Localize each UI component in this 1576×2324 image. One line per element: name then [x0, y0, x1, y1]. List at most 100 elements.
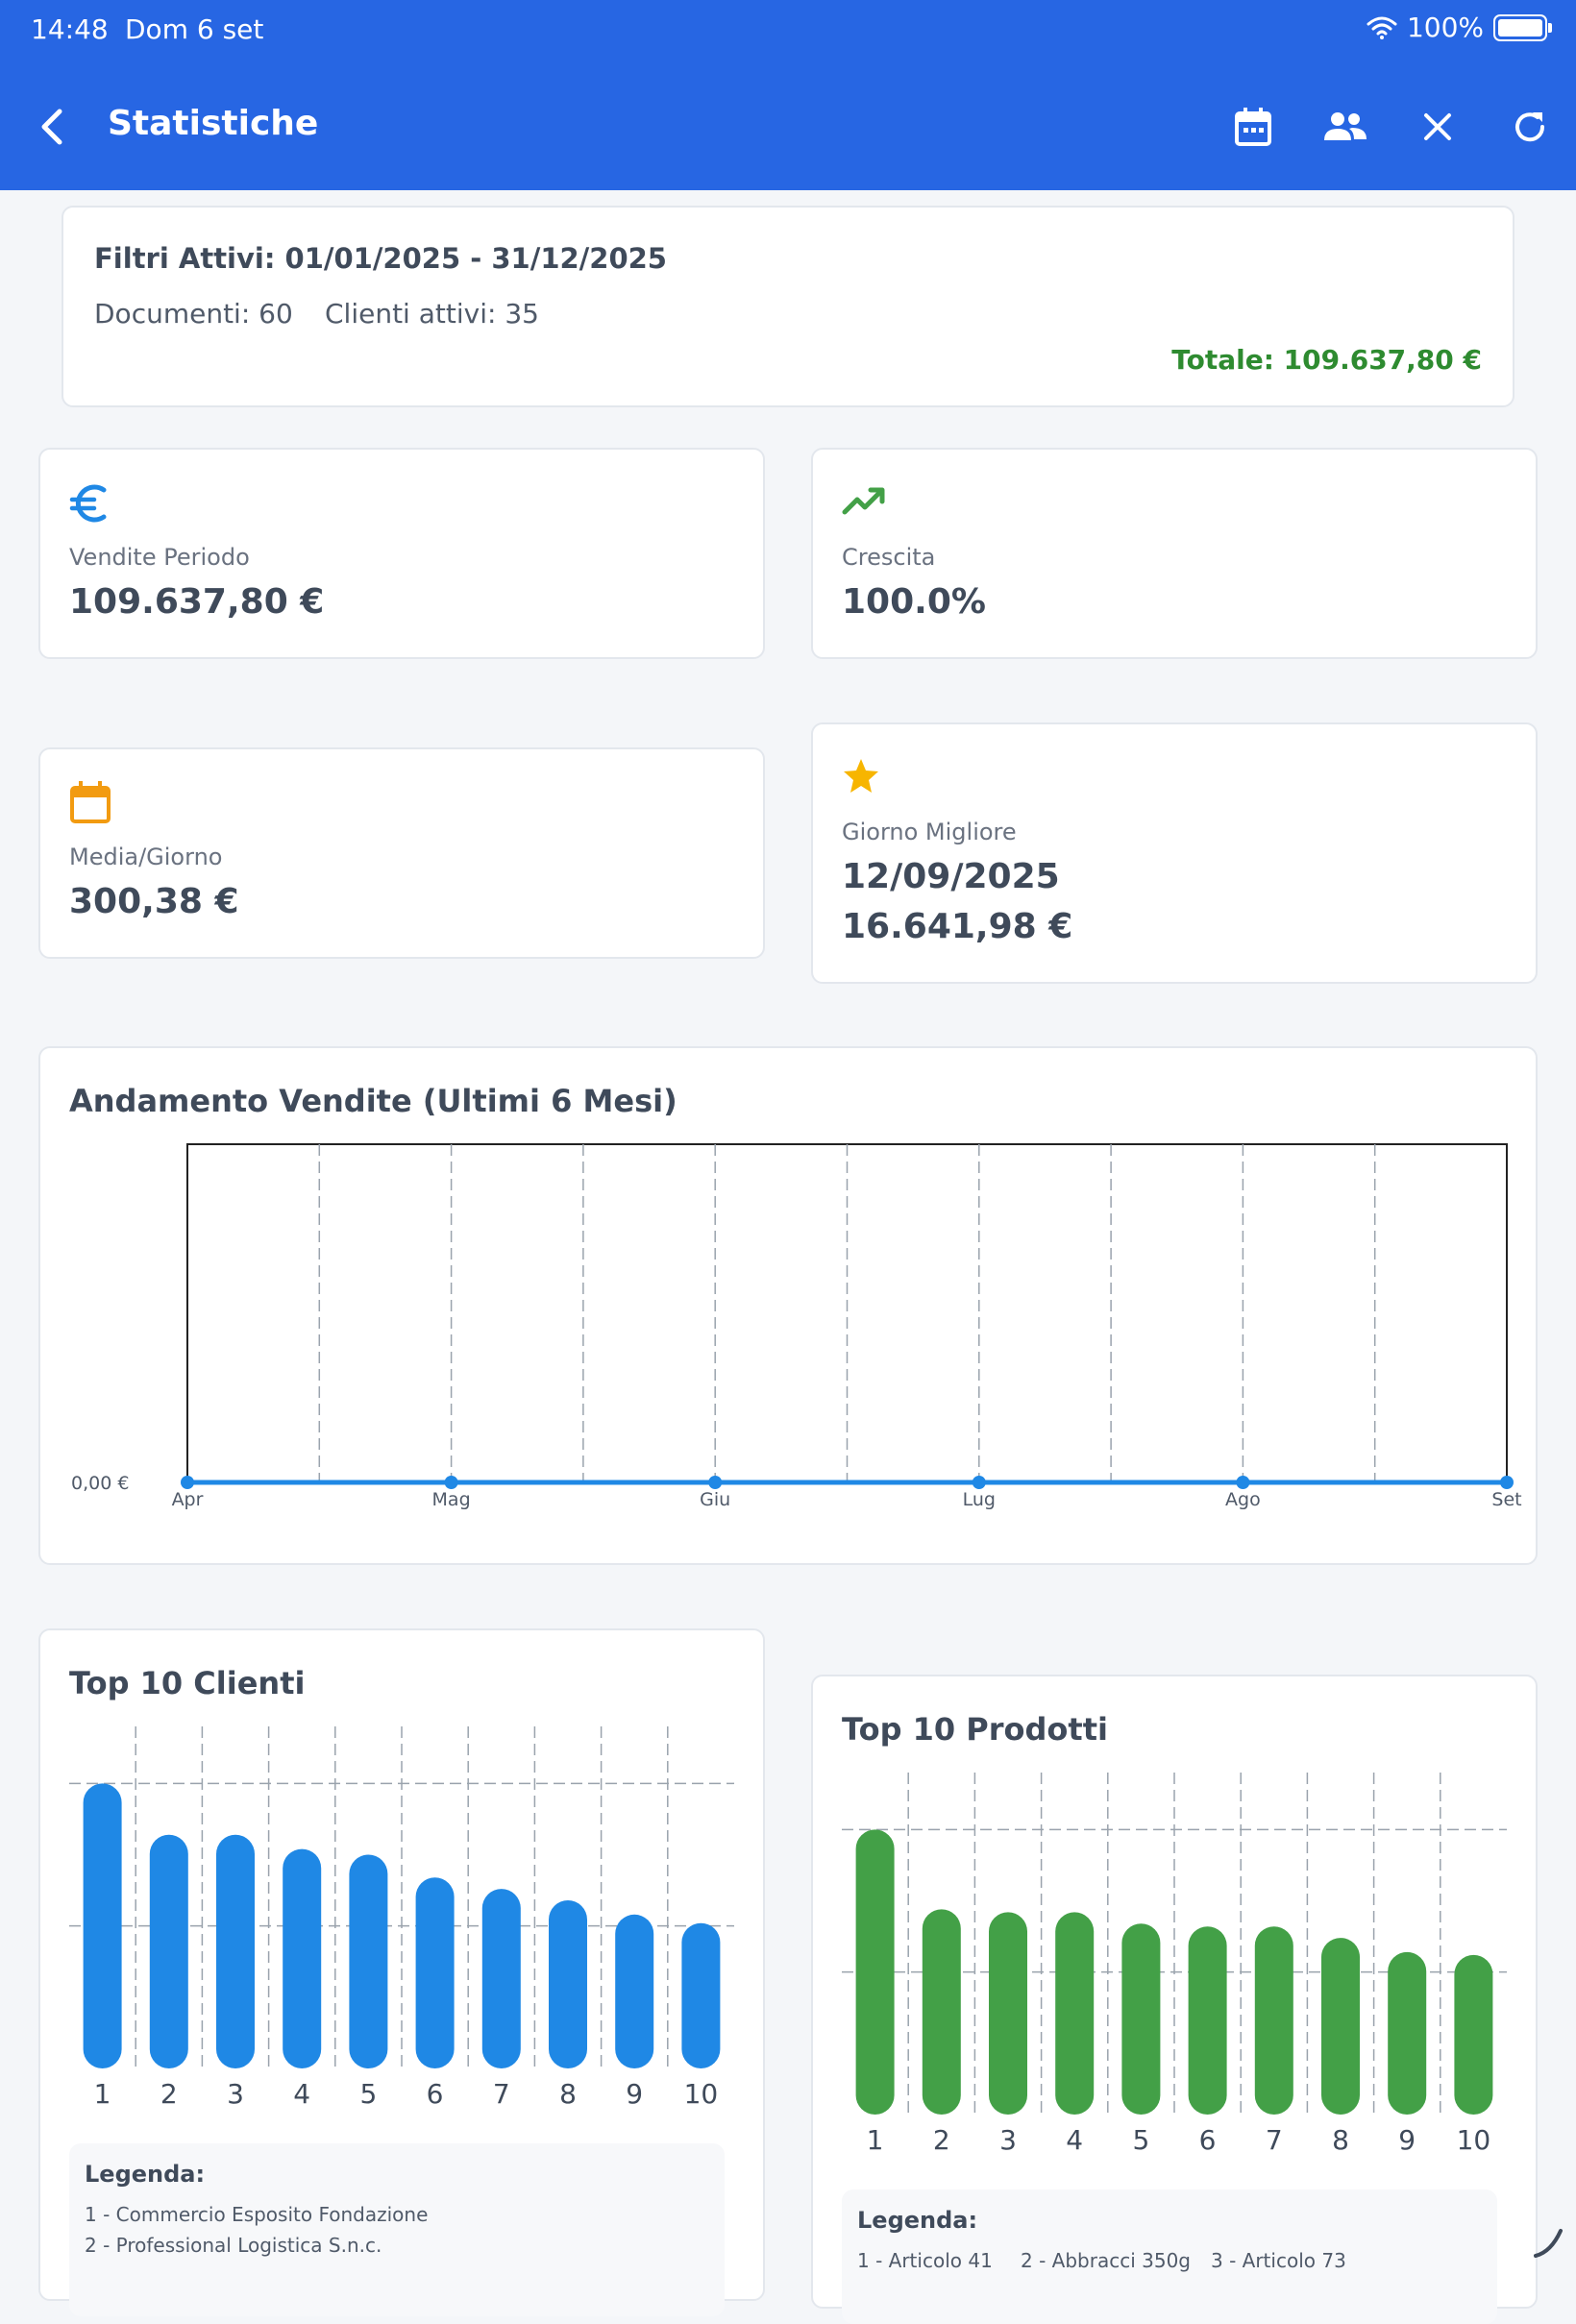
- data-point: [972, 1476, 986, 1489]
- status-time: 14:48: [31, 13, 109, 45]
- x-tick-label: 9: [626, 2078, 643, 2110]
- bar: [1254, 1926, 1293, 2115]
- x-tick-label: 4: [1066, 2124, 1083, 2156]
- legend-item: 1 - Articolo 41: [857, 2249, 993, 2272]
- top-products-card: Top 10 Prodotti 1 2 3 4 5 6 7 8 9 10 Legenda: 1 -…: [811, 1675, 1538, 2324]
- x-tick-label: 7: [493, 2078, 510, 2110]
- x-tick-label: 8: [559, 2078, 577, 2110]
- top-products-title: Top 10 Prodotti: [842, 1711, 1108, 1748]
- bar: [989, 1912, 1027, 2115]
- sales-trend-title: Andamento Vendite (Ultimi 6 Mesi): [69, 1083, 677, 1119]
- clear-filters-button[interactable]: [1413, 100, 1463, 154]
- bar: [681, 1922, 721, 2068]
- kpi-daily-card: Media/Giorno 300,38 €: [38, 747, 765, 959]
- x-tick-label: 7: [1266, 2124, 1283, 2156]
- kpi-best-day-value: 16.641,98 €: [842, 907, 1073, 946]
- kpi-sales-value: 109.637,80 €: [69, 582, 325, 622]
- data-point: [181, 1476, 194, 1489]
- app-bar: 14:48 Dom 6 set 100% Statistiche: [0, 0, 1576, 190]
- bar: [349, 1854, 388, 2068]
- clients-filter-button[interactable]: [1320, 100, 1370, 154]
- bar: [922, 1909, 961, 2115]
- page-title: Statistiche: [108, 104, 319, 143]
- legend-item: 2 - Professional Logistica S.n.c.: [85, 2234, 382, 2257]
- x-tick-label: 6: [427, 2078, 444, 2110]
- x-tick-label: 6: [1199, 2124, 1217, 2156]
- x-tick-label: Apr: [172, 1489, 204, 1510]
- kpi-daily-label: Media/Giorno: [69, 844, 223, 870]
- wifi-icon: [1367, 16, 1397, 39]
- legend-item: 1 - Commercio Esposito Fondazione: [85, 2203, 429, 2226]
- kpi-best-day-date: 12/09/2025: [842, 857, 1060, 896]
- refresh-button[interactable]: [1505, 100, 1555, 154]
- kpi-sales-label: Vendite Periodo: [69, 544, 250, 571]
- bar: [1321, 1938, 1360, 2115]
- y-tick-label: 0,00 €: [71, 1473, 129, 1494]
- x-tick-label: 5: [1132, 2124, 1149, 2156]
- refresh-icon: [1515, 112, 1545, 142]
- battery-icon: [1493, 13, 1552, 41]
- top-products-chart: 1 2 3 4 5 6 7 8 9 10: [842, 1773, 1507, 2156]
- bar: [1188, 1926, 1227, 2115]
- calendar-icon: [1235, 108, 1271, 146]
- bar: [216, 1834, 255, 2068]
- legend-item: 2 - Abbracci 350g: [1021, 2249, 1191, 2272]
- filters-card: Filtri Attivi: 01/01/2025 - 31/12/2025 D…: [62, 206, 1514, 407]
- bar: [549, 1899, 587, 2068]
- x-tick-label: Mag: [432, 1489, 471, 1510]
- legend-title: Legenda:: [857, 2207, 978, 2234]
- scroll-indicator-icon: [1534, 2229, 1563, 2258]
- x-tick-label: 2: [160, 2078, 178, 2110]
- kpi-growth-label: Crescita: [842, 544, 936, 571]
- x-tick-label: 8: [1332, 2124, 1349, 2156]
- kpi-sales-card: Vendite Periodo 109.637,80 €: [38, 448, 765, 659]
- x-tick-label: 10: [1457, 2124, 1491, 2156]
- data-point: [708, 1476, 723, 1489]
- trending-up-icon: [842, 487, 885, 515]
- legend-title: Legenda:: [85, 2161, 206, 2188]
- date-filter-button[interactable]: [1228, 100, 1278, 154]
- top-clients-title: Top 10 Clienti: [69, 1665, 306, 1701]
- kpi-best-day-label: Giorno Migliore: [842, 819, 1017, 845]
- bar: [415, 1877, 455, 2068]
- x-tick-label: 10: [684, 2078, 719, 2110]
- bar: [615, 1914, 654, 2068]
- x-tick-label: 3: [227, 2078, 244, 2110]
- bar: [1121, 1923, 1161, 2115]
- bar: [481, 1889, 521, 2068]
- x-tick-label: Set: [1491, 1489, 1521, 1510]
- filters-total: Totale: 109.637,80 €: [1171, 344, 1482, 376]
- people-icon: [1324, 112, 1367, 140]
- sales-trend-card: Andamento Vendite (Ultimi 6 Mesi) Apr Mag…: [38, 1046, 1538, 1565]
- data-point: [1236, 1476, 1250, 1489]
- bar: [1388, 1951, 1427, 2115]
- top-products-legend: Legenda: 1 - Articolo 41 2 - Abbracci 35…: [842, 2189, 1497, 2324]
- kpi-growth-card: Crescita 100.0%: [811, 448, 1538, 659]
- kpi-growth-value: 100.0%: [842, 582, 986, 622]
- x-tick-label: Giu: [700, 1489, 730, 1510]
- x-tick-label: 2: [933, 2124, 950, 2156]
- star-icon: [844, 759, 878, 793]
- x-tick-label: 3: [999, 2124, 1017, 2156]
- kpi-best-day-card: Giorno Migliore 12/09/2025 16.641,98 €: [811, 722, 1538, 984]
- x-tick-label: 4: [293, 2078, 310, 2110]
- x-tick-label: 1: [94, 2078, 111, 2110]
- status-date: Dom 6 set: [125, 13, 264, 45]
- bar: [283, 1848, 322, 2068]
- bar: [149, 1834, 188, 2068]
- top-clients-chart: 1 2 3 4 5 6 7 8 9 10: [69, 1726, 734, 2110]
- kpi-daily-value: 300,38 €: [69, 882, 239, 921]
- filters-title: Filtri Attivi: 01/01/2025 - 31/12/2025: [94, 242, 667, 275]
- back-button[interactable]: [35, 104, 73, 150]
- bar: [1454, 1954, 1493, 2115]
- close-icon: [1424, 113, 1451, 140]
- status-indicators: 100%: [1367, 12, 1552, 43]
- data-point: [1500, 1476, 1514, 1489]
- top-clients-legend: Legenda: 1 - Commercio Esposito Fondazio…: [69, 2143, 725, 2316]
- bar: [1055, 1912, 1095, 2115]
- x-tick-label: 5: [359, 2078, 377, 2110]
- data-point: [444, 1476, 458, 1489]
- calendar-icon: [70, 781, 111, 823]
- battery-percent: 100%: [1406, 12, 1484, 43]
- x-tick-label: 1: [867, 2124, 884, 2156]
